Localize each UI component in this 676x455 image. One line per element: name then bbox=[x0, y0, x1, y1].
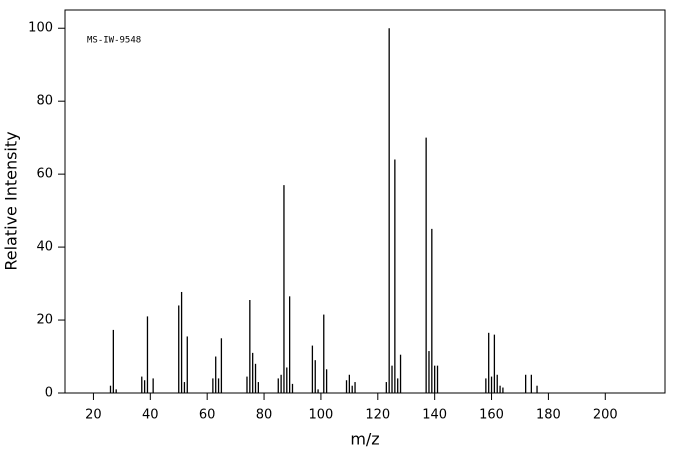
y-tick-label: 80 bbox=[36, 94, 53, 109]
x-tick-label: 20 bbox=[85, 408, 102, 423]
x-tick-label: 180 bbox=[536, 408, 561, 423]
x-tick-label: 200 bbox=[593, 408, 618, 423]
y-axis-title: Relative Intensity bbox=[2, 131, 21, 270]
plot-frame bbox=[64, 9, 666, 394]
x-tick-label: 40 bbox=[142, 408, 159, 423]
annotation: MS-IW-9548 bbox=[87, 36, 141, 46]
x-axis-title: m/z bbox=[350, 430, 379, 449]
x-tick-label: 80 bbox=[256, 408, 273, 423]
x-tick-label: 140 bbox=[422, 408, 447, 423]
x-tick-label: 100 bbox=[309, 408, 334, 423]
y-tick-label: 60 bbox=[36, 167, 53, 182]
y-tick-label: 100 bbox=[28, 21, 53, 36]
y-tick-label: 20 bbox=[36, 313, 53, 328]
y-tick-label: 40 bbox=[36, 240, 53, 255]
x-tick-label: 120 bbox=[365, 408, 390, 423]
x-tick-label: 60 bbox=[199, 408, 216, 423]
y-tick-label: 0 bbox=[45, 386, 53, 401]
x-tick-label: 160 bbox=[479, 408, 504, 423]
